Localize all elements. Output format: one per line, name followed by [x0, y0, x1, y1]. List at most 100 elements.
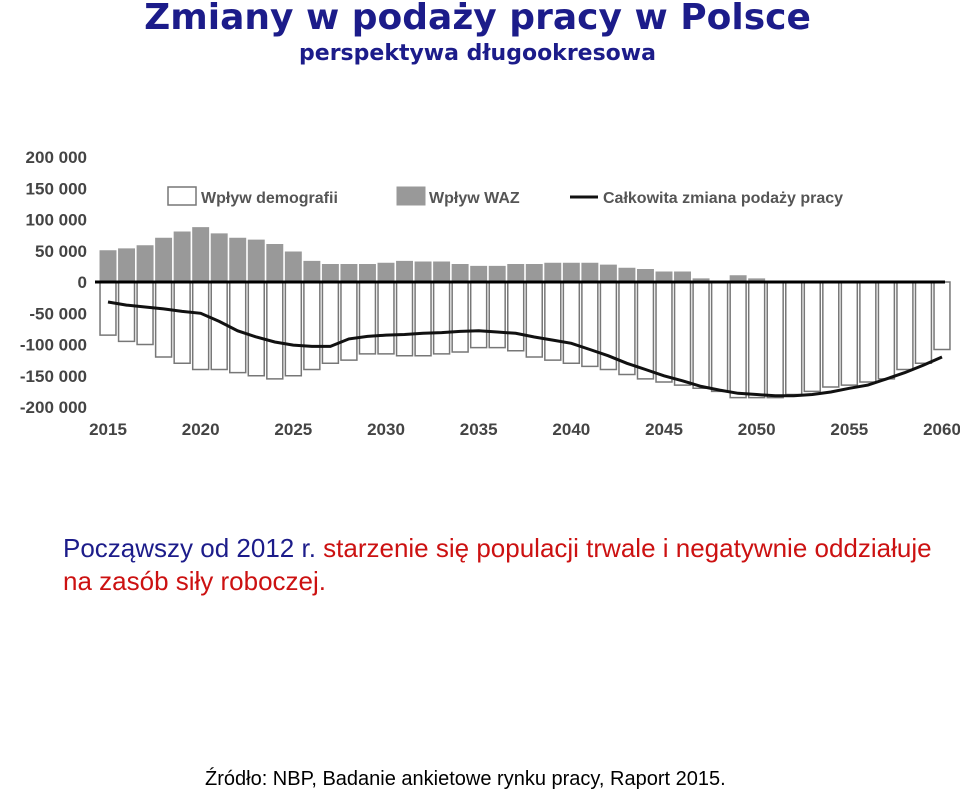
caption: Począwszy od 2012 r. starzenie się popul… [63, 532, 943, 598]
bar-demografii-2015 [99, 281, 117, 336]
bar-waz-2026 [303, 260, 321, 283]
y-tick-label: 150 000 [26, 179, 87, 198]
bar-demografii-2046 [673, 281, 692, 386]
bar-waz-2030 [377, 262, 395, 283]
bar-demografii-2031 [395, 281, 414, 357]
bar-demografii-2033 [432, 281, 451, 355]
bar-waz-2035 [470, 265, 488, 283]
bar-waz-2029 [358, 264, 376, 283]
x-tick-label: 2050 [738, 420, 776, 439]
total-change-line [107, 300, 943, 398]
bar-demografii-2019 [173, 281, 191, 364]
bar-waz-2017 [136, 245, 154, 283]
x-tick-label: 2040 [552, 420, 590, 439]
bar-demografii-2059 [914, 281, 933, 364]
bar-demografii-2051 [766, 281, 784, 399]
bar-waz-2038 [525, 264, 543, 283]
x-tick-label: 2030 [367, 420, 405, 439]
bar-waz-2034 [451, 264, 469, 283]
bar-demografii-2044 [636, 281, 655, 380]
bar-demografii-2047 [692, 281, 710, 389]
bar-demografii-2026 [303, 281, 321, 371]
bar-demografii-2050 [747, 281, 766, 399]
bar-demografii-2020 [191, 281, 210, 371]
chart: 200 000 150 000 100 000 50 000 0 -50 000 -100 … [20, 148, 960, 439]
bar-demografii-2028 [340, 281, 358, 361]
bar-demografii-2017 [136, 281, 154, 346]
bar-demografii-2024 [266, 281, 284, 380]
y-tick-label: -200 000 [20, 398, 87, 417]
bar-demografii-2018 [154, 281, 173, 358]
bar-demografii-2060 [933, 281, 951, 351]
bar-waz-2027 [321, 264, 339, 283]
y-axis-ticks: 200 000 150 000 100 000 50 000 0 -50 000 -100 … [20, 148, 87, 417]
bar-waz-2028 [340, 264, 358, 283]
bar-waz-2020 [192, 227, 210, 283]
y-tick-label: 100 000 [26, 211, 87, 230]
bar-demografii-2030 [377, 281, 395, 355]
bar-demografii-2016 [117, 281, 136, 343]
x-axis-ticks: 2015 2020 2025 2030 2035 2040 2045 2050 2055 2060 [89, 420, 960, 439]
waz-bars [99, 227, 766, 283]
legend-label-demografii: Wpływ demografii [201, 190, 338, 207]
bar-demografii-2054 [822, 281, 840, 388]
bar-waz-2015 [99, 250, 117, 283]
bar-demografii-2035 [469, 281, 488, 349]
bar-demografii-2057 [877, 281, 896, 380]
bar-waz-2025 [284, 251, 302, 283]
caption-intro: Począwszy od 2012 r. [63, 533, 324, 563]
y-tick-label: 50 000 [35, 242, 87, 261]
legend-swatch-demografii [167, 186, 197, 206]
bar-waz-2022 [229, 237, 247, 283]
bar-demografii-2029 [358, 281, 377, 355]
x-tick-label: 2045 [645, 420, 683, 439]
bar-waz-2019 [173, 231, 191, 283]
legend-label-waz: Wpływ WAZ [429, 190, 520, 207]
page-subtitle: perspektywa długookresowa [299, 41, 656, 66]
bar-demografii-2041 [581, 281, 599, 368]
x-tick-label: 2055 [830, 420, 868, 439]
bar-waz-2031 [396, 260, 414, 283]
bar-demografii-2034 [451, 281, 469, 353]
bar-waz-2043 [618, 267, 636, 283]
bar-waz-2021 [210, 233, 228, 283]
y-tick-label: -50 000 [29, 304, 87, 323]
bar-demografii-2038 [525, 281, 543, 358]
bar-waz-2023 [247, 239, 265, 283]
bar-demografii-2049 [729, 281, 747, 399]
y-tick-label: 0 [78, 273, 87, 292]
bar-demografii-2048 [710, 281, 729, 393]
bar-waz-2040 [562, 262, 580, 283]
y-tick-label: 200 000 [26, 148, 87, 167]
bar-demografii-2052 [785, 281, 803, 396]
bar-waz-2032 [414, 261, 432, 283]
bar-waz-2024 [266, 244, 284, 283]
legend: Wpływ demografii Wpływ WAZ Całkowita zmi… [167, 186, 843, 207]
bar-demografii-2055 [840, 281, 859, 386]
bar-demografii-2025 [284, 281, 303, 377]
x-tick-label: 2060 [923, 420, 960, 439]
source-note: Źródło: NBP, Badanie ankietowe rynku pra… [205, 768, 726, 790]
x-tick-label: 2015 [89, 420, 127, 439]
bar-waz-2033 [433, 261, 451, 283]
legend-swatch-waz [396, 186, 426, 206]
legend-label-total: Całkowita zmiana podaży pracy [603, 190, 843, 207]
page-title: Zmiany w podaży pracy w Polsce [144, 0, 811, 38]
bar-demografii-2053 [803, 281, 821, 393]
y-tick-label: -150 000 [20, 367, 87, 386]
bar-demografii-2039 [544, 281, 562, 361]
bar-demografii-2040 [562, 281, 581, 364]
caption-highlight: starzenie się populacji trwale i negatyw… [63, 533, 932, 596]
bar-waz-2039 [544, 262, 562, 283]
bar-demografii-2045 [655, 281, 673, 383]
bar-waz-2042 [599, 264, 617, 283]
bar-demografii-2056 [859, 281, 877, 383]
x-tick-label: 2025 [274, 420, 312, 439]
x-tick-label: 2035 [460, 420, 498, 439]
bar-waz-2016 [118, 248, 136, 283]
y-tick-label: -100 000 [20, 336, 87, 355]
bar-demografii-2027 [321, 281, 340, 364]
bar-waz-2044 [636, 269, 654, 283]
bar-demografii-2032 [414, 281, 432, 357]
x-tick-label: 2020 [182, 420, 220, 439]
